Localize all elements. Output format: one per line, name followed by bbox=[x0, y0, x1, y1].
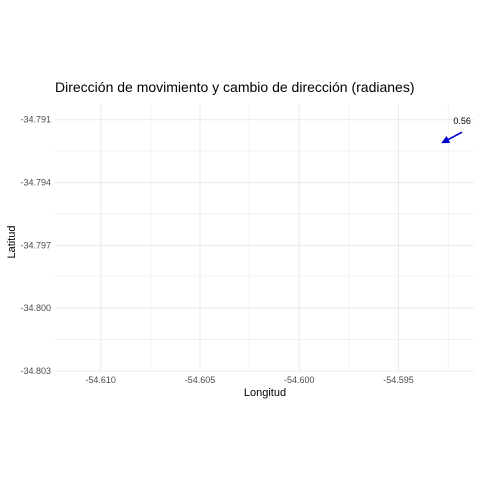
tick-labels: -54.610 -54.605 -54.600 -54.595 -34.791 -34.7… bbox=[20, 115, 413, 385]
x-tick-label: -54.600 bbox=[284, 375, 315, 385]
arrow-label: 0.56 bbox=[453, 116, 471, 126]
x-axis-label: Longitud bbox=[244, 387, 286, 399]
direction-arrow bbox=[441, 131, 463, 144]
x-tick-label: -54.605 bbox=[185, 375, 216, 385]
y-tick-label: -34.800 bbox=[20, 303, 51, 313]
y-tick-label: -34.794 bbox=[20, 177, 51, 187]
chart-title: Dirección de movimiento y cambio de dire… bbox=[55, 79, 415, 95]
y-tick-label: -34.803 bbox=[20, 366, 51, 376]
x-tick-label: -54.595 bbox=[383, 375, 414, 385]
y-tick-label: -34.791 bbox=[20, 115, 51, 125]
x-tick-label: -54.610 bbox=[85, 375, 116, 385]
arrow-layer: 0.56 bbox=[441, 116, 471, 144]
y-axis-label: Latitud bbox=[6, 225, 18, 258]
y-tick-label: -34.797 bbox=[20, 240, 51, 250]
grid bbox=[55, 105, 474, 372]
